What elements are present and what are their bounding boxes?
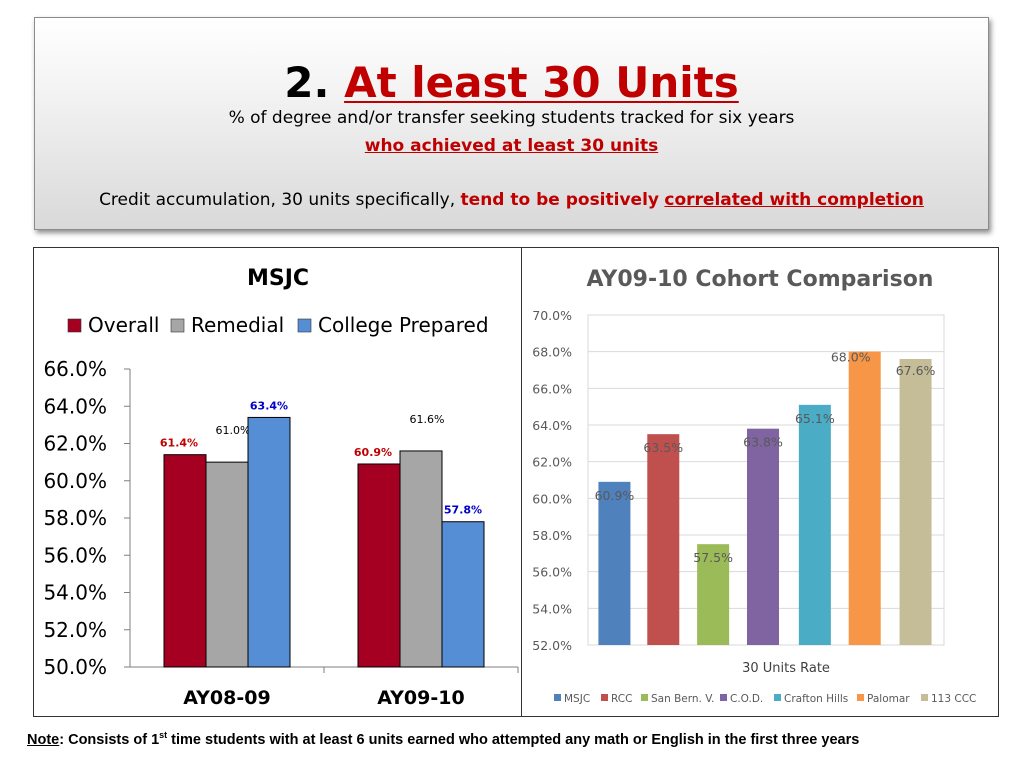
subtitle: % of degree and/or transfer seeking stud… (228, 108, 795, 128)
data-label: 57.5% (693, 550, 733, 565)
slide-title: 2. At least 30 Units (35, 62, 988, 104)
bar-remedial (399, 450, 443, 668)
y-tick-label: 52.0% (43, 618, 107, 642)
data-label: 63.4% (250, 399, 288, 412)
legend-swatch (601, 694, 608, 701)
legend-label: San Bern. V. (651, 693, 714, 705)
legend-label: Overall (88, 313, 159, 337)
bar-rcc (647, 434, 680, 645)
y-tick-label: 54.0% (43, 581, 107, 605)
y-tick-label: 58.0% (532, 528, 572, 543)
msjc-chart-panel: MSJC Overall Remedial College Prepared 50.0%… (33, 247, 521, 717)
legend-label: MSJC (564, 693, 590, 705)
data-label: 68.0% (831, 350, 871, 365)
statement-prefix: Credit accumulation, 30 units specifical… (99, 190, 456, 210)
legend-swatch (921, 694, 928, 701)
footnote: Note: Consists of 1st time students with… (27, 726, 987, 750)
y-tick-label: 64.0% (43, 394, 107, 418)
y-tick-label: 70.0% (532, 308, 572, 323)
legend-swatch (297, 318, 312, 333)
data-label: 63.8% (743, 435, 783, 450)
legend-label: Crafton Hills (784, 693, 848, 705)
legend-swatch (641, 694, 648, 701)
x-category-label: AY08-09 (183, 687, 270, 709)
y-tick-label: 62.0% (532, 455, 572, 470)
y-tick-label: 64.0% (532, 418, 572, 433)
y-tick-label: 60.0% (532, 491, 572, 506)
bar-san-bern-v- (697, 544, 730, 645)
bar-113-ccc (899, 359, 932, 645)
bar-overall (357, 463, 401, 668)
bar-c-o-d- (747, 428, 779, 645)
bar-palomar (848, 351, 881, 645)
y-tick-label: 66.0% (532, 381, 572, 396)
x-axis-title: 30 Units Rate (742, 661, 830, 676)
bar-msjc (598, 481, 631, 645)
bar-college-prepared (247, 416, 291, 668)
note-superscript: st (159, 730, 168, 740)
y-tick-label: 50.0% (43, 655, 107, 679)
note-text-end: time students with at least 6 units earn… (167, 731, 860, 748)
data-label: 65.1% (795, 411, 835, 426)
cohort-chart-panel: AY09-10 Cohort Comparison 52.0% 54.0% 56.0%… (521, 247, 999, 717)
legend-swatch (857, 694, 864, 701)
statement: Credit accumulation, 30 units specifical… (35, 190, 988, 210)
legend-swatch (720, 694, 727, 701)
y-tick-label: 68.0% (532, 345, 572, 360)
legend-swatch (554, 694, 561, 701)
chart-title: AY09-10 Cohort Comparison (587, 267, 934, 292)
bar-remedial (205, 461, 249, 668)
slide-number: 2. (284, 58, 330, 107)
note-label: Note (27, 731, 60, 748)
data-label: 61.6% (410, 413, 445, 426)
data-label: 60.9% (595, 488, 635, 503)
legend-swatch (170, 318, 185, 333)
bar-crafton-hills (798, 404, 831, 645)
y-tick-label: 54.0% (532, 601, 572, 616)
data-label: 61.4% (160, 437, 198, 450)
subtitle-highlight: who achieved at least 30 units (364, 136, 659, 156)
legend-swatch (67, 318, 82, 333)
y-tick-label: 66.0% (43, 357, 107, 381)
statement-red: tend to be positively (460, 190, 659, 210)
data-label: 63.5% (643, 440, 683, 455)
msjc-chart: MSJC Overall Remedial College Prepared 50.0%… (43, 266, 519, 709)
y-tick-label: 62.0% (43, 432, 107, 456)
y-tick-label: 58.0% (43, 506, 107, 530)
data-label: 67.6% (896, 363, 936, 378)
title-banner: 2. At least 30 Units % of degree and/or … (34, 17, 989, 230)
legend-label: College Prepared (318, 313, 489, 337)
y-tick-label: 52.0% (532, 638, 572, 653)
data-label: 57.8% (444, 504, 482, 517)
chart-title: MSJC (247, 266, 309, 291)
data-label: 60.9% (354, 446, 392, 459)
legend-label: Remedial (191, 313, 284, 337)
statement-red-underlined: correlated with completion (664, 190, 924, 210)
bar-college-prepared (441, 521, 485, 668)
y-tick-label: 56.0% (43, 543, 107, 567)
x-category-label: AY09-10 (377, 687, 464, 709)
y-tick-label: 60.0% (43, 469, 107, 493)
y-tick-label: 56.0% (532, 565, 572, 580)
data-label: 61.0% (216, 424, 251, 437)
cohort-comparison-chart: AY09-10 Cohort Comparison 52.0% 54.0% 56.0%… (532, 267, 976, 705)
bar-overall (163, 454, 207, 668)
note-text-start: : Consists of 1 (59, 731, 160, 748)
legend-swatch (774, 694, 781, 701)
legend-label: Palomar (867, 693, 910, 705)
legend-label: C.O.D. (730, 693, 763, 705)
legend-label: RCC (611, 693, 632, 705)
legend-label: 113 CCC (931, 693, 976, 705)
slide-title-text: At least 30 Units (344, 58, 739, 107)
